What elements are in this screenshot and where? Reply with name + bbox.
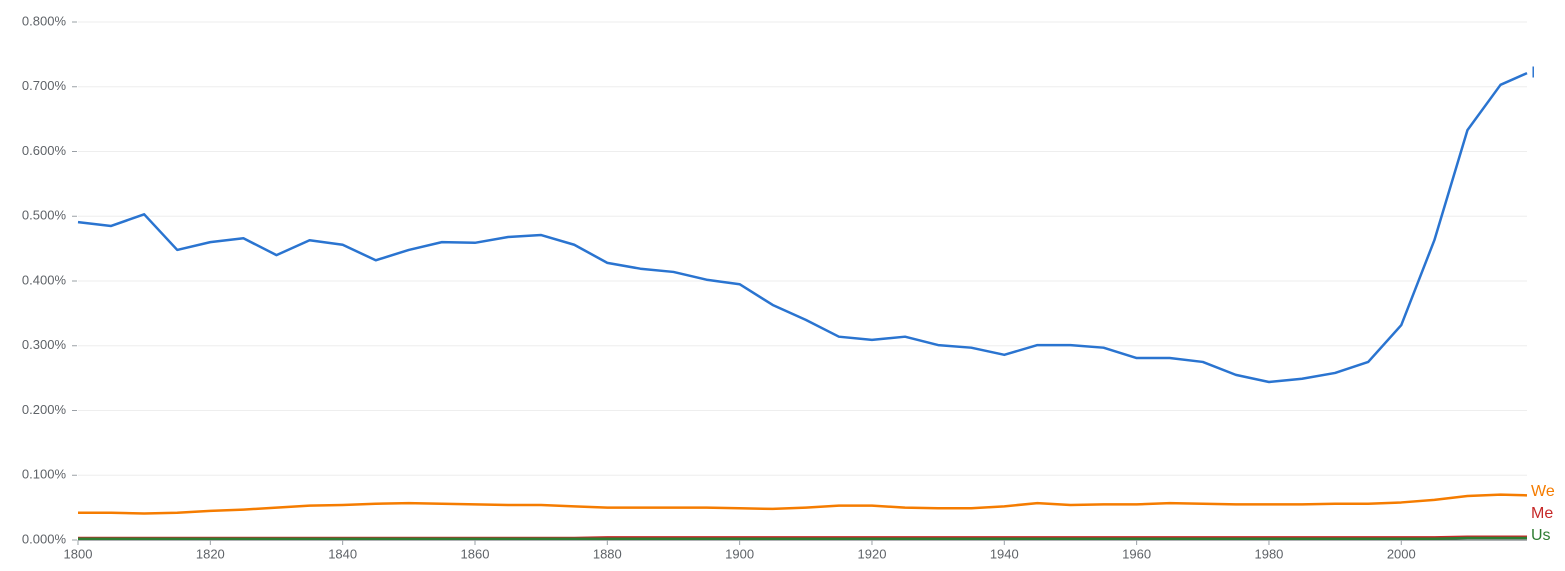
x-tick-label: 1820 [196,546,225,561]
x-tick-label: 1920 [858,546,887,561]
x-tick-label: 2000 [1387,546,1416,561]
y-tick-label: 0.400% [22,272,67,287]
x-tick-label: 1980 [1254,546,1283,561]
y-tick-label: 0.800% [22,13,67,28]
series-label: I [1531,64,1535,81]
x-tick-label: 1860 [461,546,490,561]
y-tick-label: 0.200% [22,402,67,417]
y-tick-label: 0.300% [22,337,67,352]
y-tick-label: 0.000% [22,531,67,546]
series-line [78,536,1527,540]
y-tick-label: 0.500% [22,208,67,223]
series-label: Me [1531,505,1553,522]
x-tick-label: 1800 [64,546,93,561]
y-tick-label: 0.700% [22,78,67,93]
x-tick-label: 1880 [593,546,622,561]
x-tick-label: 1900 [725,546,754,561]
y-tick-label: 0.600% [22,143,67,158]
series-label: We [1531,483,1555,500]
series-label: Us [1531,527,1551,544]
x-tick-label: 1840 [328,546,357,561]
series-line [78,493,1528,515]
x-tick-label: 1940 [990,546,1019,561]
series-line [77,72,1528,384]
x-tick-label: 1960 [1122,546,1151,561]
y-tick-label: 0.100% [22,467,67,482]
